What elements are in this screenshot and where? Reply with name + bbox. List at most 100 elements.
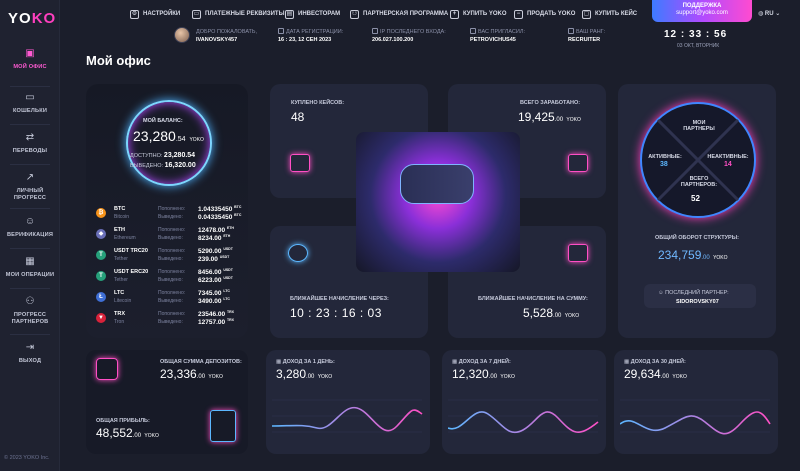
last-partner-label: ☺ ПОСЛЕДНИЙ ПАРТНЕР: xyxy=(658,290,729,296)
menu-label: ПАРТНЕРСКАЯ ПРОГРАММА xyxy=(363,11,449,17)
bar-chart-icon xyxy=(210,410,236,442)
logo-accent: KO xyxy=(31,10,57,27)
location-icon xyxy=(372,28,378,34)
sidebar-item-label: МОЙ ОФИС xyxy=(13,64,47,70)
turnover-cents: .00 xyxy=(701,255,710,261)
deposits-cents: .00 xyxy=(196,374,206,380)
card-icon: ▭ xyxy=(192,9,201,19)
income-label-text: ДОХОД ЗА 7 ДНЕЙ: xyxy=(458,359,511,365)
inactive-label: НЕАКТИВНЫЕ: xyxy=(707,154,749,160)
coin-out-label: Выведено: xyxy=(158,319,183,325)
avatar[interactable] xyxy=(174,27,190,43)
earned-label: ВСЕГО ЗАРАБОТАНО: xyxy=(520,100,581,106)
income-chart-card: ▦ ДОХОД ЗА 1 ДЕНЬ: 3,280.00 YOKO xyxy=(266,350,430,454)
last-partner-box[interactable] xyxy=(644,284,756,308)
coin-symbol: ETH xyxy=(114,227,125,233)
menu-settings[interactable]: ⚙ НАСТРОЙКИ xyxy=(130,8,180,20)
cases-value: 48 xyxy=(291,110,305,124)
menu-payment[interactable]: ▭ ПЛАТЕЖНЫЕ РЕКВИЗИТЫ xyxy=(192,8,284,20)
briefcase-icon xyxy=(290,154,310,172)
user-icon xyxy=(470,28,476,34)
next-label: БЛИЖАЙШЕЕ НАЧИСЛЕНИЕ ЧЕРЕЗ: xyxy=(290,296,389,302)
divider xyxy=(10,124,50,125)
coin-out-amount: 12757.00 xyxy=(198,319,226,327)
calendar-icon xyxy=(278,28,284,34)
coin-out-label: Выведено: xyxy=(158,298,183,304)
progress-icon: ↗ xyxy=(25,172,35,183)
balance-int: 23,280 xyxy=(133,128,176,144)
turnover-int: 234,759 xyxy=(658,248,702,262)
profit-unit: YOKO xyxy=(144,433,159,439)
language-select[interactable]: ◍ RU ⌄ xyxy=(758,10,780,17)
coin-out-amount: 0.04335450 xyxy=(198,214,233,222)
turnover-label: ОБЩИЙ ОБОРОТ СТРУКТУРЫ: xyxy=(655,235,739,241)
earned-int: 19,425 xyxy=(518,110,555,124)
coin-in-label: Пополнено: xyxy=(158,269,186,275)
coin-unit: BTC xyxy=(234,205,242,209)
sidebar-item-label: КОШЕЛЬКИ xyxy=(12,108,48,114)
menu-partner[interactable]: ⚇ ПАРТНЕРСКАЯ ПРОГРАММА xyxy=(350,8,448,20)
total-partners-label: ВСЕГО ПАРТНЕРОВ: xyxy=(680,176,718,188)
sidebar-item-label: ЛИЧНЫЙ ПРОГРЕСС xyxy=(13,188,47,201)
copyright: © 2023 YOKO Inc. xyxy=(4,455,50,461)
coin-out-value: 8234.00 ETH xyxy=(198,234,230,242)
sidebar-item-logout[interactable]: ⇥ ВЫХОД xyxy=(0,342,60,382)
sum-cents: .00 xyxy=(553,313,562,319)
sidebar-item-wallets[interactable]: ▭ КОШЕЛЬКИ xyxy=(0,92,60,132)
earned-unit: YOKO xyxy=(566,117,581,123)
menu-investors[interactable]: ▤ ИНВЕСТОРАМ xyxy=(285,8,340,20)
coin-in-value: 8456.00 USDT xyxy=(198,268,233,276)
coin-row: Ł LTC Litecoin Пополнено: Выведено: 7345.00 L… xyxy=(96,289,246,308)
profit-label: ОБЩАЯ ПРИБЫЛЬ: xyxy=(96,418,150,424)
income-chart-card: ▦ ДОХОД ЗА 30 ДНЕЙ: 29,634.00 YOKO xyxy=(614,350,778,454)
coin-icon: T xyxy=(96,250,106,260)
coin-in-label: Пополнено: xyxy=(158,311,186,317)
menu-buy-case[interactable]: ▢ КУПИТЬ КЕЙС xyxy=(582,8,637,20)
income-unit: YOKO xyxy=(672,374,687,380)
case-icon: ▢ xyxy=(582,9,591,19)
globe-icon: ◍ xyxy=(758,11,764,17)
coin-row: T USDT TRC20 Tether Пополнено: Выведено: 5290… xyxy=(96,247,246,266)
deposit-hand-icon xyxy=(96,358,118,380)
coin-icon: ◆ xyxy=(96,229,106,239)
sidebar-item-verification[interactable]: ☺ ВЕРИФИКАЦИЯ xyxy=(0,216,60,256)
coin-unit: LTC xyxy=(223,289,230,293)
income-label: ▦ ДОХОД ЗА 1 ДЕНЬ: xyxy=(276,359,335,365)
deposits-value: 23,336.00 YOKO xyxy=(160,367,223,381)
divider xyxy=(10,288,50,289)
menu-label: ПРОДАТЬ YOKO xyxy=(527,11,576,17)
sidebar-item-progress[interactable]: ↗ ЛИЧНЫЙ ПРОГРЕСС xyxy=(0,172,60,212)
invited-label: ВАС ПРИГЛАСИЛ: xyxy=(478,29,525,35)
logo[interactable]: YOKO xyxy=(8,10,56,27)
sidebar-item-office[interactable]: ▣ МОЙ ОФИС xyxy=(0,48,60,88)
balance-withdrawn: ВЫВЕДЕНО: 16,320.00 xyxy=(130,162,196,169)
partners-title1: МОИ xyxy=(692,120,706,126)
welcome-block: ДОБРО ПОЖАЛОВАТЬ, IVANOVSKY457 xyxy=(196,28,257,44)
turnover-unit: YOKO xyxy=(713,255,728,261)
income-int: 12,320 xyxy=(452,367,489,381)
sidebar-item-transfers[interactable]: ⇄ ПЕРЕВОДЫ xyxy=(0,132,60,172)
sidebar-item-label: ПЕРЕВОДЫ xyxy=(12,148,48,154)
coin-name: Tron xyxy=(114,319,125,325)
menu-buy[interactable]: + КУПИТЬ YOKO xyxy=(450,8,506,20)
chart-icon: ▦ xyxy=(624,359,630,365)
coin-out-amount: 239.00 xyxy=(198,256,218,264)
support-mail: support@yoko.com xyxy=(676,10,728,16)
coin-row: ₿ BTC Bitcoin Пополнено: Выведено: 1.04335450… xyxy=(96,205,246,224)
office-icon: ▣ xyxy=(25,48,35,59)
coin-symbol: TRX xyxy=(114,311,125,317)
coin-in-label: Пополнено: xyxy=(158,248,186,254)
page-title: Мой офис xyxy=(86,53,151,68)
coin-out-amount: 3490.00 xyxy=(198,298,222,306)
coin-unit: USDT xyxy=(223,268,233,272)
support-button[interactable]: ПОДДЕРЖКА support@yoko.com xyxy=(652,0,752,22)
menu-label: КУПИТЬ КЕЙС xyxy=(595,11,638,17)
coin-unit: USDT xyxy=(219,255,230,259)
coin-unit: USDT xyxy=(223,247,233,251)
deposits-unit: YOKO xyxy=(208,374,223,380)
divider xyxy=(10,86,50,87)
sidebar-item-partners-progress[interactable]: ⚇ ПРОГРЕСС ПАРТНЕРОВ xyxy=(0,296,60,336)
sidebar-item-operations[interactable]: ▦ МОИ ОПЕРАЦИИ xyxy=(0,256,60,296)
menu-sell[interactable]: − ПРОДАТЬ YOKO xyxy=(514,8,575,20)
coin-row: ◆ ETH Ethereum Пополнено: Выведено: 12478.00 … xyxy=(96,226,246,245)
